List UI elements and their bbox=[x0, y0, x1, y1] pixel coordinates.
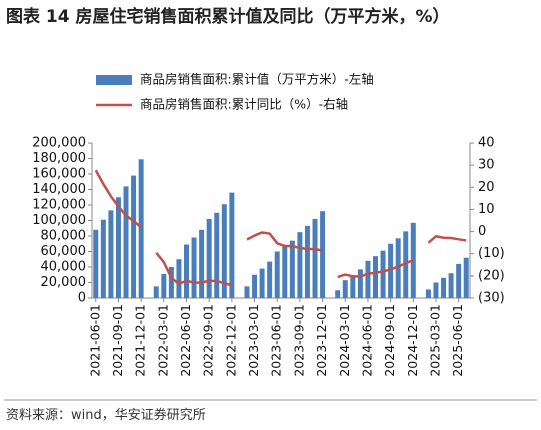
x-tick-label: 2023-06-01 bbox=[269, 304, 284, 377]
y-tick-label: 40,000 bbox=[41, 260, 87, 275]
bar bbox=[335, 290, 341, 298]
bar bbox=[176, 259, 182, 298]
bar bbox=[357, 269, 363, 298]
y-tick-label: 0 bbox=[78, 291, 86, 306]
bar bbox=[267, 261, 273, 298]
bar bbox=[131, 175, 137, 298]
y-tick-label: 80,000 bbox=[41, 229, 87, 244]
y-tick-label: 120,000 bbox=[32, 198, 86, 213]
x-tick-label: 2021-09-01 bbox=[110, 304, 125, 377]
y2-tick-label: 30 bbox=[478, 158, 495, 173]
bar bbox=[214, 212, 220, 298]
bar bbox=[388, 243, 394, 298]
y-tick-label: 60,000 bbox=[41, 244, 87, 259]
bar bbox=[380, 250, 386, 298]
bar bbox=[373, 256, 378, 298]
y2-tick-label: 20 bbox=[478, 180, 495, 195]
bar bbox=[304, 225, 310, 298]
bar bbox=[289, 240, 295, 298]
bar bbox=[342, 280, 348, 298]
bar bbox=[365, 260, 371, 298]
x-tick-label: 2022-06-01 bbox=[178, 304, 193, 377]
y2-tick-label: (30) bbox=[478, 291, 505, 306]
bar bbox=[282, 246, 288, 298]
line bbox=[94, 169, 467, 287]
x-tick-label: 2022-12-01 bbox=[223, 304, 238, 377]
y-tick-label: 200,000 bbox=[32, 136, 86, 151]
bar bbox=[441, 277, 447, 298]
bar bbox=[312, 218, 318, 298]
y2-tick-label: 10 bbox=[478, 202, 495, 217]
bar bbox=[153, 286, 159, 298]
bar bbox=[199, 229, 205, 298]
bar bbox=[350, 275, 356, 298]
bar bbox=[206, 218, 212, 298]
x-tick-label: 2022-09-01 bbox=[201, 304, 216, 377]
bar bbox=[168, 267, 174, 298]
bar bbox=[244, 286, 250, 298]
bar bbox=[297, 232, 303, 298]
bar bbox=[448, 273, 454, 298]
x-tick-label: 2023-12-01 bbox=[314, 304, 329, 377]
legend-label: 商品房销售面积:累计值（万平方米）-左轴 bbox=[140, 72, 374, 87]
x-tick-label: 2024-09-01 bbox=[382, 304, 397, 377]
bar bbox=[252, 274, 258, 298]
bar bbox=[456, 263, 462, 298]
bar bbox=[229, 192, 235, 298]
bar bbox=[425, 289, 431, 298]
x-tick-label: 2025-03-01 bbox=[427, 304, 442, 377]
bar bbox=[259, 268, 265, 298]
bar bbox=[191, 237, 197, 298]
x-tick-label: 2024-06-01 bbox=[359, 304, 374, 377]
y2-tick-label: (20) bbox=[478, 268, 505, 283]
y-tick-label: 20,000 bbox=[41, 275, 87, 290]
bar bbox=[123, 186, 129, 298]
y-tick-label: 100,000 bbox=[32, 213, 86, 228]
x-tick-label: 2025-06-01 bbox=[450, 304, 465, 377]
y-tick-label: 180,000 bbox=[32, 151, 86, 166]
bar bbox=[138, 159, 144, 298]
bar bbox=[108, 210, 114, 298]
chart-title: 图表 14 房屋住宅销售面积累计值及同比（万平方米，%） bbox=[6, 7, 450, 27]
bar bbox=[115, 197, 121, 298]
bar bbox=[274, 251, 280, 298]
x-tick-label: 2024-03-01 bbox=[337, 304, 352, 377]
bar bbox=[403, 231, 409, 298]
bar bbox=[93, 229, 99, 298]
legend-label: 商品房销售面积:累计同比（%）-右轴 bbox=[140, 97, 348, 112]
x-tick-label: 2021-06-01 bbox=[87, 304, 102, 377]
bar bbox=[395, 238, 401, 298]
x-tick-label: 2022-03-01 bbox=[155, 304, 170, 377]
source-note: 资料来源：wind，华安证券研究所 bbox=[6, 408, 206, 423]
x-tick-label: 2023-09-01 bbox=[291, 304, 306, 377]
x-tick-label: 2024-12-01 bbox=[405, 304, 420, 377]
bar bbox=[320, 211, 326, 298]
bar bbox=[463, 257, 469, 298]
y2-tick-label: 0 bbox=[478, 224, 486, 239]
y-tick-label: 140,000 bbox=[32, 182, 86, 197]
y-tick-label: 160,000 bbox=[32, 167, 86, 182]
y2-tick-label: (10) bbox=[478, 246, 505, 261]
x-tick-label: 2023-03-01 bbox=[246, 304, 261, 377]
bar bbox=[184, 244, 189, 298]
legend-swatch bbox=[96, 75, 132, 85]
y2-tick-label: 40 bbox=[478, 136, 495, 151]
bar bbox=[433, 282, 439, 298]
bar bbox=[161, 273, 167, 298]
x-tick-label: 2021-12-01 bbox=[133, 304, 148, 377]
bar bbox=[100, 219, 106, 298]
bar bbox=[221, 204, 227, 298]
